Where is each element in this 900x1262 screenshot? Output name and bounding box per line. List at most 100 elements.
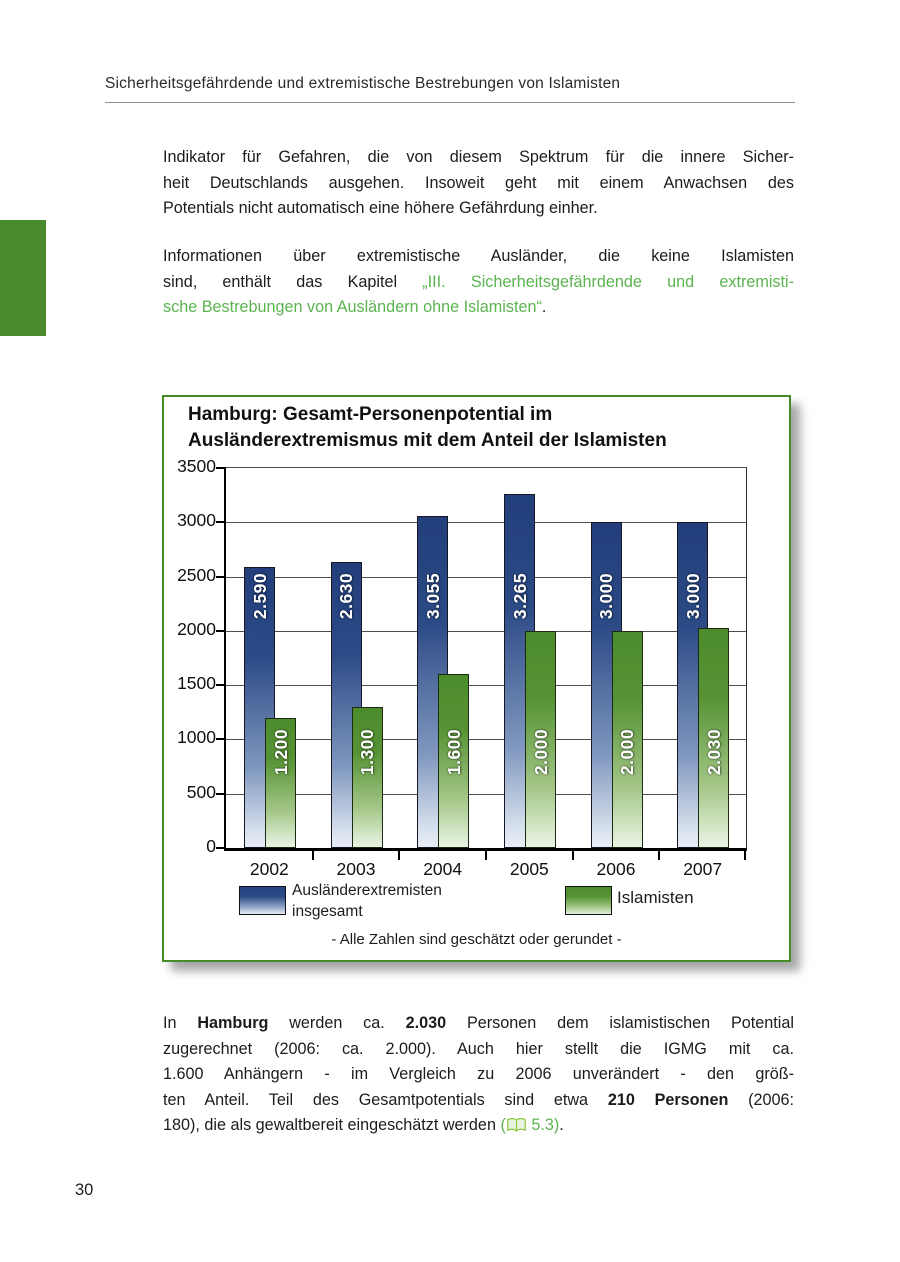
- bar-value-label: 3.265: [509, 572, 530, 620]
- gridline: [226, 793, 746, 795]
- bar-value-label: 1.300: [357, 728, 378, 776]
- running-header-title: Sicherheitsgefährdende und extremistisch…: [105, 75, 621, 92]
- y-axis-tick: [216, 575, 226, 578]
- text-line: In Hamburg werden ca. 2.030 Personen dem…: [163, 1011, 794, 1037]
- text-line: 1.600 Anhängern - im Vergleich zu 2006 u…: [163, 1062, 794, 1088]
- x-axis-label: 2004: [423, 859, 463, 879]
- text-line: Indikator für Gefahren, die von diesem S…: [163, 145, 794, 171]
- x-axis-tick: [485, 851, 487, 860]
- y-axis-label: 1000: [177, 727, 216, 748]
- y-axis-tick: [216, 629, 226, 632]
- bar-value-label: 2.000: [617, 728, 638, 776]
- bar-value-label: 3.000: [596, 572, 617, 620]
- bar-islamisten-2004: [438, 674, 470, 848]
- text-run: .: [541, 298, 547, 317]
- gridline: [226, 576, 746, 578]
- bar-value-label: 2.630: [336, 572, 357, 620]
- text-run: heit Deutschlands ausgehen. Insoweit geh…: [163, 173, 794, 192]
- x-axis-label: 2003: [336, 859, 376, 879]
- text-run: ten Anteil. Teil des Gesamtpotentials si…: [163, 1090, 608, 1109]
- y-axis-label: 3500: [177, 456, 216, 476]
- text-run: zugerechnet (2006: ca. 2.000). Auch hier…: [163, 1039, 794, 1058]
- bar-value-label: 3.055: [422, 572, 443, 620]
- legend-label-line-1: Ausländerextremisten: [292, 882, 442, 899]
- x-axis-label: 2006: [596, 859, 636, 879]
- section-ref[interactable]: (: [500, 1116, 506, 1135]
- section-ref[interactable]: 5.3): [526, 1116, 560, 1135]
- bar-value-label: 2.030: [703, 728, 724, 776]
- chart-title: Hamburg: Gesamt-Personenpotential im Aus…: [188, 402, 667, 454]
- x-axis-tick: [744, 851, 746, 860]
- book-icon[interactable]: [506, 1117, 527, 1133]
- bar-value-label: 2.590: [249, 572, 270, 620]
- bar-value-label: 3.000: [682, 572, 703, 620]
- text-line: Potentials nicht automatisch eine höhere…: [163, 196, 794, 222]
- text-run: 2.030: [405, 1014, 447, 1032]
- y-axis-tick: [216, 521, 226, 524]
- text-line: 180), die als gewaltbereit eingeschätzt …: [163, 1113, 794, 1139]
- text-run: werden ca.: [268, 1014, 406, 1032]
- y-axis-label: 2000: [177, 618, 216, 639]
- text-run: 1.600 Anhängern - im Vergleich zu 2006 u…: [163, 1065, 794, 1084]
- plot-area: 2.590 1.200 2002 2.630 1.300 2003 3.055 1.600 20…: [216, 467, 747, 879]
- bar-islamisten-2002: [265, 717, 296, 848]
- y-axis-tick: [216, 738, 226, 741]
- bar-islamisten-2003: [351, 706, 383, 848]
- bar-islamisten-2005: [525, 630, 556, 848]
- chart-title-line-2: Ausländerextremismus mit dem Anteil der …: [188, 430, 667, 451]
- gridline: [226, 685, 746, 687]
- chart-box: Hamburg: Gesamt-Personenpotential im Aus…: [162, 395, 791, 962]
- text-run: Hamburg: [197, 1014, 269, 1032]
- legend-label-line-2: insgesamt: [292, 903, 363, 920]
- x-axis-tick: [658, 851, 661, 860]
- x-axis-tick: [571, 851, 574, 860]
- x-axis-tick: [398, 851, 401, 860]
- gridline: [226, 630, 746, 632]
- text-run: .: [559, 1116, 564, 1135]
- y-axis-tick: [216, 847, 226, 849]
- y-axis-tick: [216, 467, 226, 469]
- text-line: heit Deutschlands ausgehen. Insoweit geh…: [163, 171, 794, 197]
- chapter-link[interactable]: sche Bestrebungen von Ausländern ohne Is…: [163, 298, 542, 317]
- x-axis-label: 2002: [249, 859, 289, 879]
- text-line: sche Bestrebungen von Ausländern ohne Is…: [163, 295, 794, 321]
- text-run: Indikator für Gefahren, die von diesem S…: [163, 148, 794, 166]
- legend-label-islamisten: Islamisten: [617, 888, 694, 907]
- text-line: ten Anteil. Teil des Gesamtpotentials si…: [163, 1088, 794, 1114]
- gridline: [226, 522, 746, 524]
- y-axis-tick: [216, 792, 226, 795]
- x-axis-label: 2007: [683, 859, 723, 879]
- y-axis-tick: [216, 684, 226, 687]
- chart-footnote: - Alle Zahlen sind geschätzt oder gerund…: [331, 931, 622, 948]
- gridline: [226, 739, 746, 741]
- y-axis-label: 2500: [177, 564, 216, 585]
- paragraph-indicator: Indikator für Gefahren, die von diesem S…: [163, 145, 794, 222]
- legend-label-auslaenderextremisten: Ausländerextremisten insgesamt: [292, 880, 442, 922]
- chapter-link[interactable]: „III. Sicherheitsgefährdende und extremi…: [422, 272, 794, 291]
- bar-islamisten-2006: [611, 630, 643, 848]
- paragraph-chapter-reference: Informationen über extremistische Auslän…: [163, 244, 794, 321]
- bar-value-label: 1.600: [443, 728, 464, 776]
- running-header: Sicherheitsgefährdende und extremistisch…: [105, 75, 795, 103]
- legend-swatch-islamisten: [565, 886, 612, 915]
- page-number: 30: [75, 1181, 94, 1199]
- y-axis-label: 500: [186, 781, 216, 802]
- text-run: (2006:: [728, 1090, 794, 1109]
- bar-islamisten-2007: [698, 627, 730, 848]
- legend-swatch-auslaenderextremisten: [239, 886, 286, 915]
- text-run: Informationen über extremistische Auslän…: [163, 247, 794, 265]
- y-axis-label: 1500: [177, 673, 216, 694]
- text-run: In: [163, 1014, 198, 1032]
- y-axis-label: 0: [206, 836, 216, 856]
- text-run: sind, enthält das Kapitel: [163, 272, 423, 291]
- text-run: Personen dem islamistischen Potential: [446, 1014, 794, 1032]
- margin-tab: [0, 220, 46, 336]
- text-line: Informationen über extremistische Auslän…: [163, 244, 794, 270]
- text-line: sind, enthält das Kapitel „III. Sicherhe…: [163, 270, 794, 296]
- text-run: Potentials nicht automatisch eine höhere…: [163, 199, 598, 218]
- x-axis-label: 2005: [509, 859, 549, 879]
- chart-title-line-1: Hamburg: Gesamt-Personenpotential im: [188, 404, 553, 425]
- y-axis-label: 3000: [177, 510, 216, 531]
- paragraph-hamburg-summary: In Hamburg werden ca. 2.030 Personen dem…: [163, 1011, 794, 1139]
